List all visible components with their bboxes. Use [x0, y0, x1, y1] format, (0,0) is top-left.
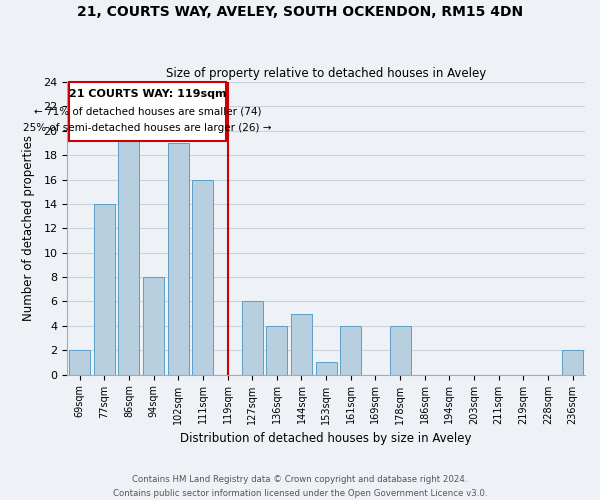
Bar [94, 204, 115, 374]
Bar [389, 326, 410, 374]
Bar [316, 362, 337, 374]
Bar [69, 350, 90, 374]
Bar [168, 143, 189, 374]
Text: Contains HM Land Registry data © Crown copyright and database right 2024.
Contai: Contains HM Land Registry data © Crown c… [113, 476, 487, 498]
Bar [562, 350, 583, 374]
Title: Size of property relative to detached houses in Aveley: Size of property relative to detached ho… [166, 66, 486, 80]
Text: 25% of semi-detached houses are larger (26) →: 25% of semi-detached houses are larger (… [23, 124, 272, 134]
X-axis label: Distribution of detached houses by size in Aveley: Distribution of detached houses by size … [181, 432, 472, 445]
Text: ← 71% of detached houses are smaller (74): ← 71% of detached houses are smaller (74… [34, 106, 261, 117]
Text: 21, COURTS WAY, AVELEY, SOUTH OCKENDON, RM15 4DN: 21, COURTS WAY, AVELEY, SOUTH OCKENDON, … [77, 5, 523, 19]
FancyBboxPatch shape [68, 82, 226, 140]
Bar [242, 302, 263, 374]
Bar [340, 326, 361, 374]
Bar [143, 277, 164, 374]
Bar [118, 131, 139, 374]
Y-axis label: Number of detached properties: Number of detached properties [22, 136, 35, 322]
Bar [291, 314, 312, 374]
Text: 21 COURTS WAY: 119sqm: 21 COURTS WAY: 119sqm [68, 89, 226, 99]
Bar [266, 326, 287, 374]
Bar [193, 180, 214, 374]
